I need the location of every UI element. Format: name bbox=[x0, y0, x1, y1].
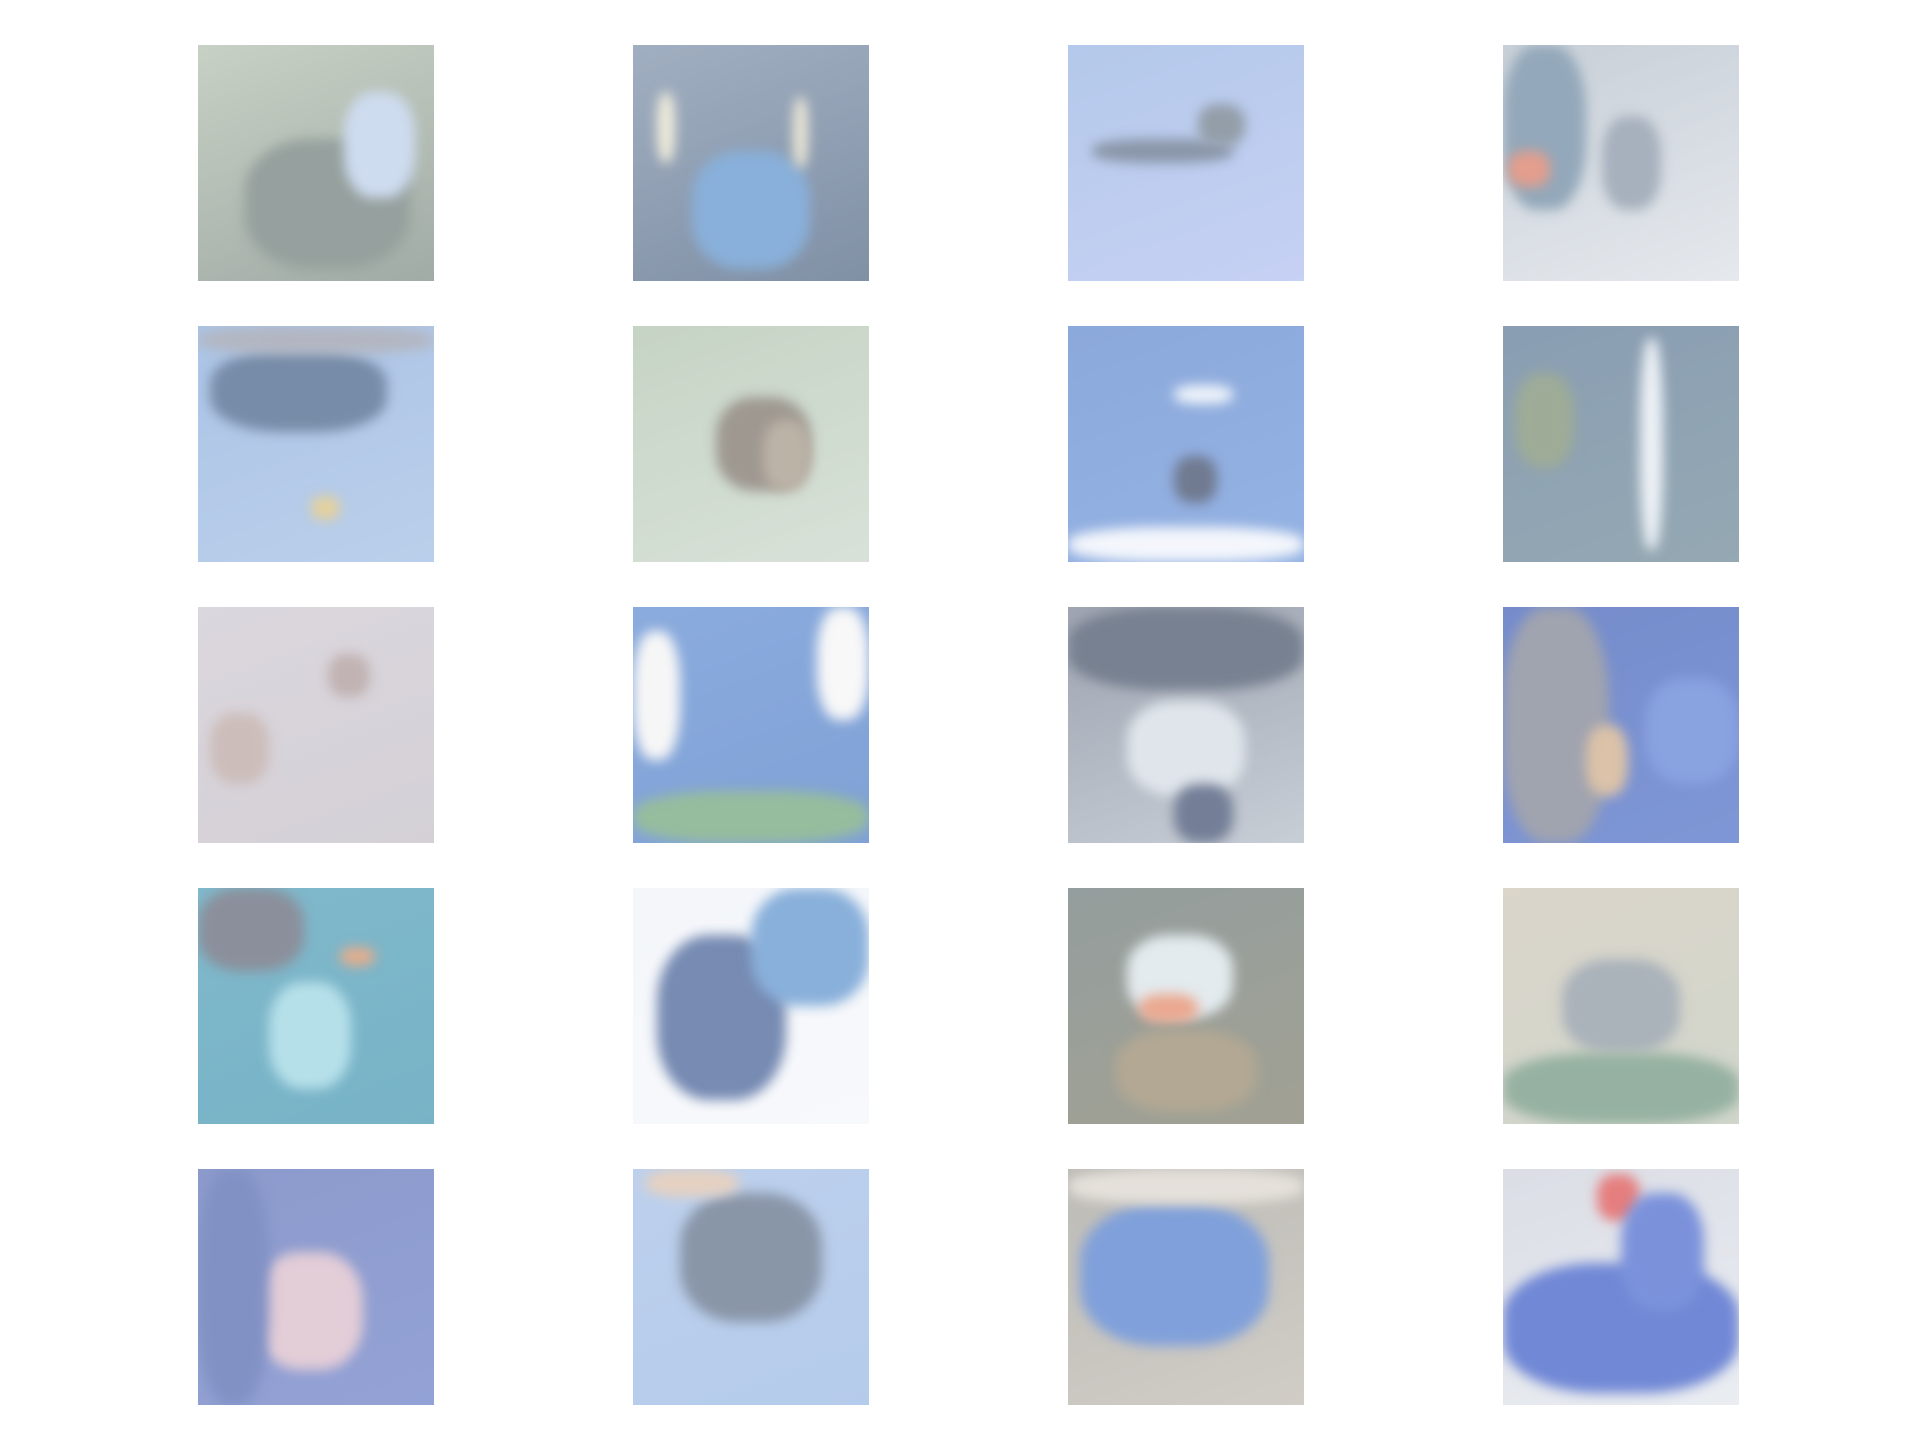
tile-shape bbox=[1507, 151, 1551, 187]
tile-shape bbox=[198, 326, 434, 355]
image-tile-r5-c4 bbox=[1503, 1169, 1739, 1405]
tile-shape bbox=[762, 420, 810, 492]
tile-fade-overlay bbox=[1503, 45, 1739, 281]
tile-shape bbox=[1621, 1192, 1704, 1311]
tile-shape bbox=[1079, 1204, 1269, 1346]
tile-shape bbox=[327, 654, 371, 697]
tile-shape bbox=[1091, 139, 1234, 163]
image-tile-r1-c3 bbox=[1068, 45, 1304, 281]
tile-fade-overlay bbox=[633, 45, 869, 281]
tile-shape bbox=[1127, 701, 1245, 796]
tile-shape bbox=[209, 713, 269, 784]
tile-fade-overlay bbox=[1068, 45, 1304, 281]
tile-fade-overlay bbox=[198, 607, 434, 843]
tile-shape bbox=[1138, 994, 1198, 1023]
tile-shape bbox=[680, 1192, 822, 1323]
tile-shape bbox=[339, 947, 375, 966]
tile-fade-overlay bbox=[1068, 1169, 1304, 1405]
tile-shape bbox=[1174, 784, 1234, 843]
tile-fade-overlay bbox=[1503, 607, 1739, 843]
tile-shape bbox=[344, 92, 416, 199]
tile-fade-overlay bbox=[198, 45, 434, 281]
image-tile-r4-c2 bbox=[633, 888, 869, 1124]
tile-shape bbox=[751, 888, 869, 1006]
tile-shape bbox=[817, 607, 869, 721]
tile-shape bbox=[1514, 373, 1574, 468]
tile-shape bbox=[198, 1169, 269, 1405]
tile-shape bbox=[268, 982, 352, 1089]
tile-shape bbox=[1197, 104, 1245, 147]
tile-shape bbox=[257, 1251, 364, 1370]
tile-fade-overlay bbox=[198, 1169, 434, 1405]
image-tile-r4-c4 bbox=[1503, 888, 1739, 1124]
tile-fade-overlay bbox=[1503, 888, 1739, 1124]
tile-shape bbox=[793, 96, 808, 168]
image-tile-r3-c4 bbox=[1503, 607, 1739, 843]
image-tile-r1-c1 bbox=[198, 45, 434, 281]
image-tile-r1-c2 bbox=[633, 45, 869, 281]
tile-shape bbox=[633, 791, 869, 843]
image-tile-r3-c2 bbox=[633, 607, 869, 843]
tile-fade-overlay bbox=[1503, 1169, 1739, 1405]
tile-shape bbox=[1068, 607, 1304, 690]
image-tile-r2-c1 bbox=[198, 326, 434, 562]
tile-shape bbox=[1174, 385, 1234, 404]
image-tile-r2-c4 bbox=[1503, 326, 1739, 562]
tile-fade-overlay bbox=[633, 326, 869, 562]
image-tile-r4-c3 bbox=[1068, 888, 1304, 1124]
tile-fade-overlay bbox=[633, 888, 869, 1124]
image-tile-r3-c3 bbox=[1068, 607, 1304, 843]
tile-fade-overlay bbox=[198, 888, 434, 1124]
image-tile-r4-c1 bbox=[198, 888, 434, 1124]
tile-shape bbox=[656, 92, 676, 163]
image-tile-r2-c3 bbox=[1068, 326, 1304, 562]
tile-fade-overlay bbox=[1068, 607, 1304, 843]
tile-shape bbox=[1503, 1053, 1739, 1124]
tile-fade-overlay bbox=[1068, 888, 1304, 1124]
tile-shape bbox=[692, 151, 810, 270]
tile-shape bbox=[1115, 1029, 1257, 1113]
tile-shape bbox=[633, 630, 681, 761]
tile-shape bbox=[1602, 115, 1662, 211]
image-tile-r5-c2 bbox=[633, 1169, 869, 1405]
image-tile-r3-c1 bbox=[198, 607, 434, 843]
tile-fade-overlay bbox=[1503, 326, 1739, 562]
tile-fade-overlay bbox=[633, 607, 869, 843]
image-tile-r5-c3 bbox=[1068, 1169, 1304, 1405]
tile-shape bbox=[644, 1169, 740, 1198]
image-tile-r5-c1 bbox=[198, 1169, 434, 1405]
tile-fade-overlay bbox=[633, 1169, 869, 1405]
tile-shape bbox=[1562, 958, 1680, 1054]
tile-background bbox=[1068, 45, 1304, 281]
tile-shape bbox=[1068, 526, 1304, 562]
tile-shape bbox=[1174, 455, 1217, 503]
image-tile-r2-c2 bbox=[633, 326, 869, 562]
tile-shape bbox=[1639, 337, 1664, 551]
tile-shape bbox=[1585, 725, 1629, 796]
tile-fade-overlay bbox=[1068, 326, 1304, 562]
tile-shape bbox=[1503, 607, 1610, 843]
tile-shape bbox=[209, 349, 387, 433]
tile-shape bbox=[311, 495, 340, 520]
tile-background bbox=[1068, 326, 1304, 562]
tile-fade-overlay bbox=[198, 326, 434, 562]
tile-shape bbox=[1068, 1169, 1304, 1205]
tile-shape bbox=[198, 888, 305, 971]
tile-shape bbox=[1644, 677, 1739, 784]
image-tile-r1-c4 bbox=[1503, 45, 1739, 281]
